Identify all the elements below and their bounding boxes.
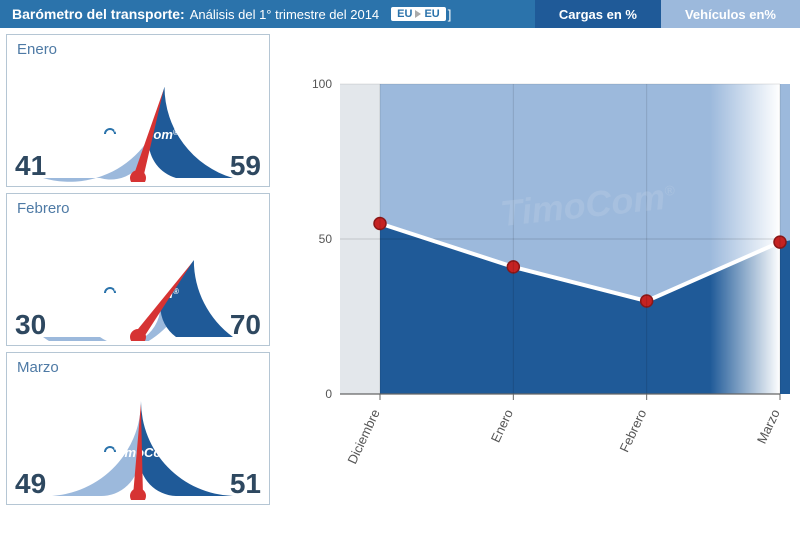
gauge-month-1: Febrero [7, 194, 269, 217]
arrow-icon [415, 10, 421, 18]
eu-from: EU [397, 8, 412, 20]
gauge-month-2: Marzo [7, 353, 269, 376]
gauge-right-value-2: 51 [230, 468, 261, 500]
legend-cargas: Cargas en % [535, 0, 661, 28]
x-label-1: Enero [488, 407, 516, 445]
eu-badge: EU EU [391, 7, 446, 21]
gauges-column: Enero TimoCom® 41 59 Febrero TimoCom [0, 28, 270, 533]
legend: Cargas en % Vehículos en% [535, 0, 800, 28]
gauge-panel-2: Marzo TimoCom® 49 51 [6, 352, 270, 505]
gauge-panel-1: Febrero TimoCom® 30 70 [6, 193, 270, 346]
gauge-left-value-0: 41 [15, 150, 46, 182]
header-bar: Barómetro del transporte: Análisis del 1… [0, 0, 800, 28]
logo-text-0: TimoCom® [113, 127, 179, 142]
chart-column: 050100 DiciembreEneroFebreroMarzo TimoCo… [270, 28, 800, 533]
x-label-2: Febrero [617, 407, 650, 455]
header-subtitle: Análisis del 1° trimestre del 2014 [190, 7, 379, 22]
legend-vehiculos: Vehículos en% [661, 0, 800, 28]
logo-text-2: TimoCom® [113, 445, 179, 460]
gauge-month-0: Enero [7, 35, 269, 58]
y-label-0: 0 [325, 387, 332, 401]
y-label-1: 50 [319, 232, 333, 246]
line-chart: 050100 DiciembreEneroFebreroMarzo TimoCo… [300, 34, 794, 527]
gauge-right-value-1: 70 [230, 309, 261, 341]
gauge-panel-0: Enero TimoCom® 41 59 [6, 34, 270, 187]
x-label-0: Diciembre [344, 407, 382, 466]
header-title: Barómetro del transporte: [0, 6, 185, 22]
close-bracket: ] [448, 7, 452, 22]
eu-to: EU [424, 8, 439, 20]
gauge-left-value-1: 30 [15, 309, 46, 341]
x-label-3: Marzo [754, 407, 783, 446]
y-label-2: 100 [312, 77, 332, 91]
gauge-left-value-2: 49 [15, 468, 46, 500]
gauge-right-value-0: 59 [230, 150, 261, 182]
